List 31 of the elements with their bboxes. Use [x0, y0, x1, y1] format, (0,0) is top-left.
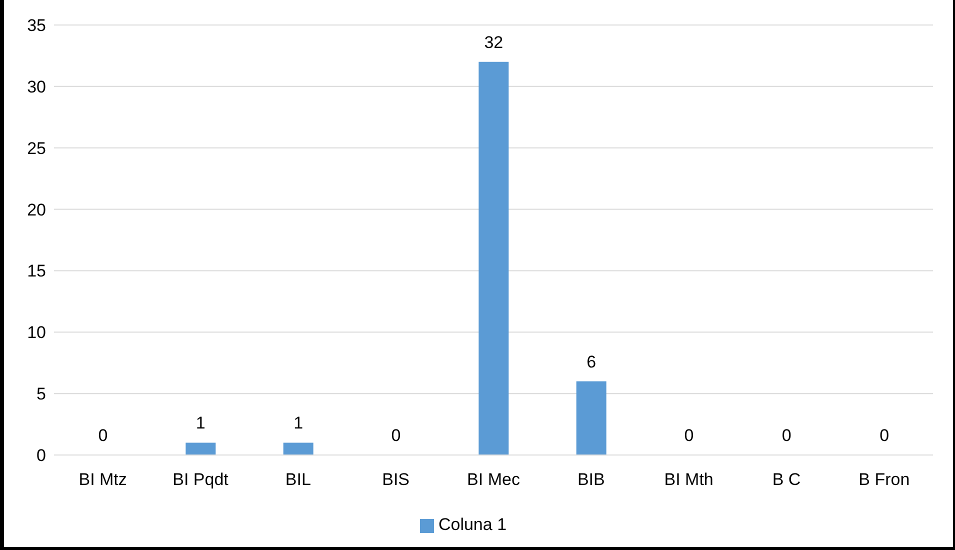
- bar: [186, 442, 216, 455]
- y-tick-label: 5: [36, 384, 46, 404]
- data-label: 0: [98, 426, 108, 445]
- x-tick-label: BI Mtz: [78, 470, 127, 490]
- x-tick-label: BI Pqdt: [172, 470, 229, 490]
- data-label: 6: [586, 352, 596, 372]
- bar: [283, 442, 314, 455]
- bar: [576, 381, 606, 455]
- y-tick-label: 30: [27, 77, 46, 96]
- x-tick-label: BI Mth: [664, 470, 714, 490]
- data-label: 0: [880, 426, 890, 445]
- legend-label: Coluna 1: [438, 515, 507, 534]
- y-tick-label: 0: [36, 446, 46, 466]
- data-label: 1: [294, 414, 304, 433]
- y-tick-label: 20: [27, 200, 46, 220]
- x-tick-label: B Fron: [858, 470, 910, 490]
- x-tick-label: BI Mec: [467, 470, 520, 490]
- x-tick-label: BIL: [285, 470, 311, 490]
- x-tick-label: B C: [772, 470, 801, 490]
- y-tick-label: 15: [27, 262, 46, 281]
- bar: [478, 62, 509, 455]
- data-label: 0: [391, 426, 401, 445]
- y-tick-label: 10: [27, 323, 46, 342]
- x-tick-label: BIB: [577, 470, 605, 490]
- data-label: 0: [782, 426, 792, 445]
- x-tick-label: BIS: [382, 470, 410, 490]
- data-label: 32: [484, 32, 504, 52]
- y-tick-label: 35: [27, 16, 46, 36]
- data-label: 0: [684, 426, 694, 445]
- data-label: 1: [196, 414, 206, 433]
- y-tick-label: 25: [27, 138, 46, 158]
